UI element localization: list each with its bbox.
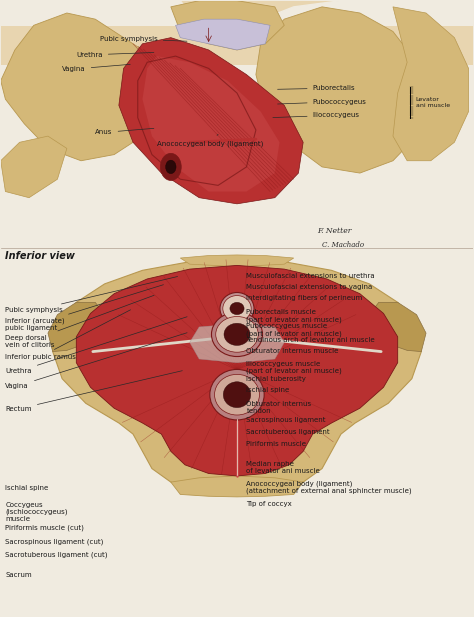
Polygon shape xyxy=(171,476,303,497)
Text: Vagina: Vagina xyxy=(5,333,187,389)
Text: Iliococcygeus: Iliococcygeus xyxy=(273,112,360,118)
Polygon shape xyxy=(119,38,303,204)
Text: F. Netter: F. Netter xyxy=(318,228,352,236)
Ellipse shape xyxy=(220,292,254,325)
Ellipse shape xyxy=(230,302,244,315)
Polygon shape xyxy=(180,255,294,267)
Ellipse shape xyxy=(210,370,264,420)
Text: C. Machado: C. Machado xyxy=(322,241,364,249)
Text: Urethra: Urethra xyxy=(76,52,154,58)
Text: Levator
ani muscle: Levator ani muscle xyxy=(416,97,450,108)
Polygon shape xyxy=(48,302,105,352)
Polygon shape xyxy=(0,13,171,161)
Text: Piriformis muscle: Piriformis muscle xyxy=(246,441,307,447)
Polygon shape xyxy=(175,19,270,50)
Circle shape xyxy=(160,154,181,180)
Ellipse shape xyxy=(215,375,259,415)
Text: Anus: Anus xyxy=(95,128,154,136)
Text: Pubococcygeus muscle
(part of levator ani muscle): Pubococcygeus muscle (part of levator an… xyxy=(246,323,342,337)
Polygon shape xyxy=(0,136,67,197)
Text: Inferior (arcuate)
pubic ligament: Inferior (arcuate) pubic ligament xyxy=(5,284,164,331)
Text: Ischial spine: Ischial spine xyxy=(5,484,49,491)
Polygon shape xyxy=(393,7,469,161)
Text: Musculofascial extensions to vagina: Musculofascial extensions to vagina xyxy=(246,284,373,290)
Text: Tendinous arch of levator ani muscle: Tendinous arch of levator ani muscle xyxy=(246,337,375,343)
Text: Pubic symphysis: Pubic symphysis xyxy=(100,36,187,42)
Text: Vagina: Vagina xyxy=(62,64,130,72)
Text: Inferior view: Inferior view xyxy=(5,251,75,261)
Text: Sacrum: Sacrum xyxy=(5,572,32,578)
Text: Inferior pubic ramus: Inferior pubic ramus xyxy=(5,310,130,360)
Polygon shape xyxy=(369,302,426,352)
Text: Coccygeus
(ischiococcygeus)
muscle: Coccygeus (ischiococcygeus) muscle xyxy=(5,502,68,523)
FancyBboxPatch shape xyxy=(0,65,474,617)
Text: Sacrotuberous ligament (cut): Sacrotuberous ligament (cut) xyxy=(5,552,108,558)
Circle shape xyxy=(165,160,176,173)
Ellipse shape xyxy=(224,323,250,346)
Text: Anococcygeal body (ligament)
(attachment of external anal sphincter muscle): Anococcygeal body (ligament) (attachment… xyxy=(246,480,412,494)
Polygon shape xyxy=(190,324,284,363)
Text: Tip of coccyx: Tip of coccyx xyxy=(246,500,292,507)
Ellipse shape xyxy=(0,0,474,253)
Text: Puborectalis muscle
(part of levator ani muscle): Puborectalis muscle (part of levator ani… xyxy=(246,309,342,323)
Text: Musculofascial extensions to urethra: Musculofascial extensions to urethra xyxy=(246,273,375,279)
Text: Anococcygeal body (ligament): Anococcygeal body (ligament) xyxy=(156,135,263,147)
Polygon shape xyxy=(246,1,474,25)
Text: Pubic symphysis: Pubic symphysis xyxy=(5,276,178,313)
Polygon shape xyxy=(171,1,284,50)
Polygon shape xyxy=(76,265,398,476)
Text: Sacrospinous ligament (cut): Sacrospinous ligament (cut) xyxy=(5,538,104,545)
Polygon shape xyxy=(53,258,421,494)
Text: Obturator internus
tendon: Obturator internus tendon xyxy=(246,402,311,415)
Text: Iliococcygeus muscle
(part of levator ani muscle): Iliococcygeus muscle (part of levator an… xyxy=(246,361,342,375)
Text: Piriformis muscle (cut): Piriformis muscle (cut) xyxy=(5,524,84,531)
Ellipse shape xyxy=(223,296,251,321)
Text: Interdigitating fibers of perineum: Interdigitating fibers of perineum xyxy=(246,295,363,301)
Text: Median raphe
of levator ani muscle: Median raphe of levator ani muscle xyxy=(246,461,320,474)
Text: Ischial tuberosity: Ischial tuberosity xyxy=(246,376,306,381)
Text: Urethra: Urethra xyxy=(5,317,187,375)
Ellipse shape xyxy=(216,317,258,352)
Ellipse shape xyxy=(211,312,263,357)
Text: Deep dorsal
vein of clitoris: Deep dorsal vein of clitoris xyxy=(5,296,154,347)
Polygon shape xyxy=(143,56,280,191)
Text: Rectum: Rectum xyxy=(5,371,182,412)
Polygon shape xyxy=(256,7,426,173)
Text: Puborectalis: Puborectalis xyxy=(278,85,355,91)
Text: Sacrospinous ligament: Sacrospinous ligament xyxy=(246,417,326,423)
Text: Pubococcygeus: Pubococcygeus xyxy=(278,99,366,105)
Text: Obturator internus muscle: Obturator internus muscle xyxy=(246,348,339,354)
FancyBboxPatch shape xyxy=(0,0,474,432)
Text: Sacrotuberous ligament: Sacrotuberous ligament xyxy=(246,429,330,434)
Text: Ischial spine: Ischial spine xyxy=(246,387,290,393)
Polygon shape xyxy=(0,1,199,25)
Ellipse shape xyxy=(223,382,251,408)
